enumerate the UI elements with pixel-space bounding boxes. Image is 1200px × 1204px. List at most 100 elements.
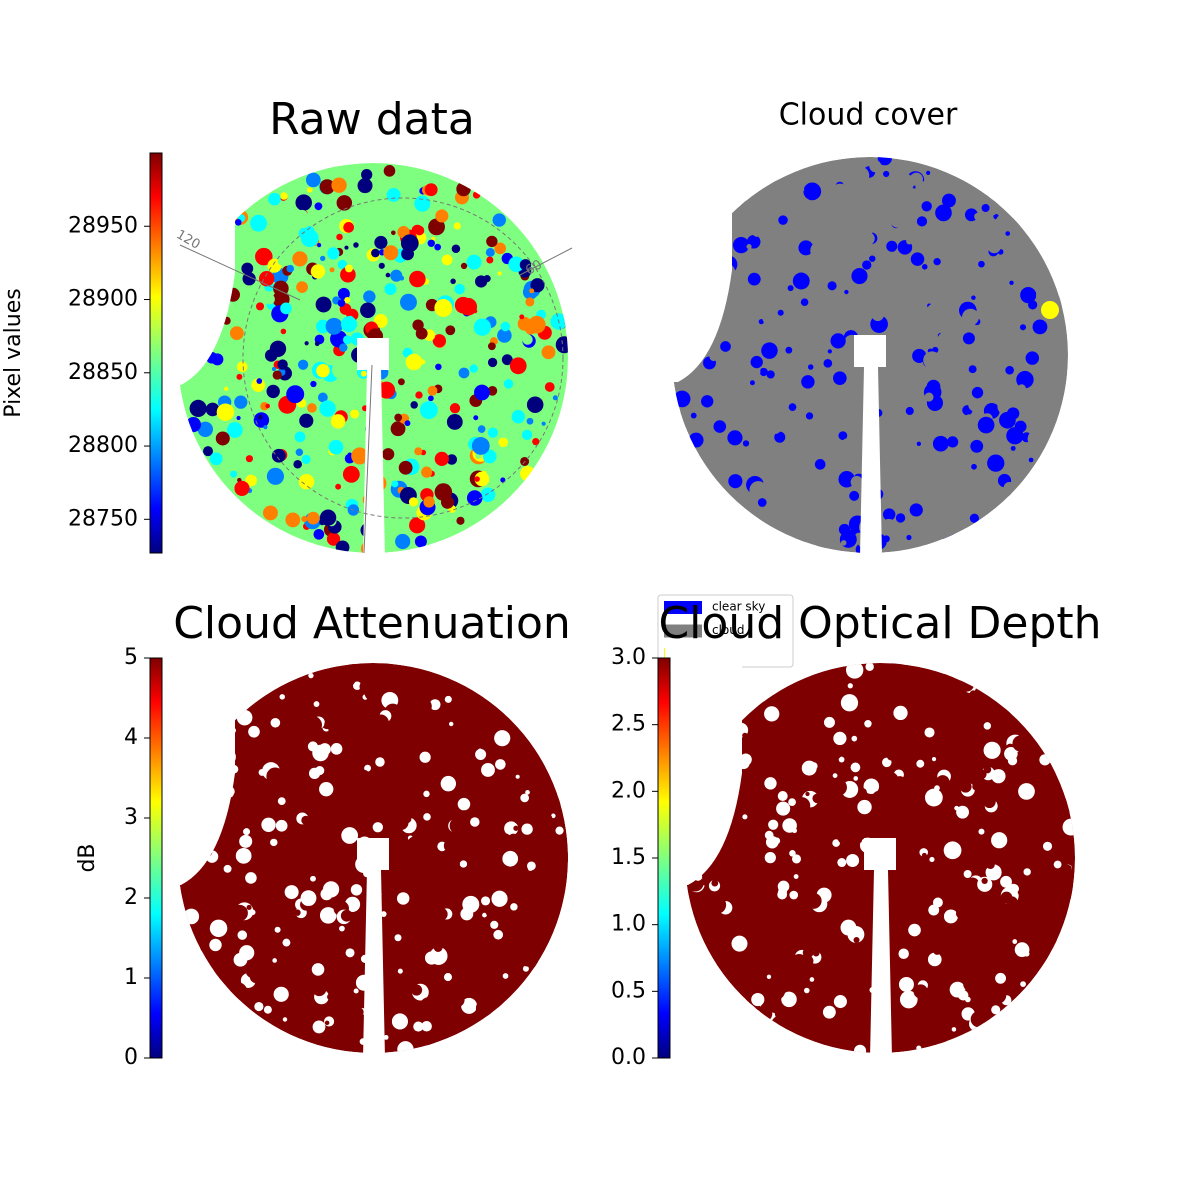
texture-spot [689, 373, 697, 381]
texture-spot [405, 353, 423, 371]
texture-spot [271, 366, 277, 372]
texture-spot [927, 952, 942, 967]
texture-spot [833, 245, 851, 263]
texture-spot [319, 400, 336, 417]
texture-spot [1005, 377, 1015, 388]
texture-spot [280, 192, 288, 200]
texture-spot [731, 915, 740, 924]
texture-spot [328, 439, 344, 455]
texture-spot [822, 1005, 836, 1019]
texture-spot [928, 884, 936, 892]
texture-spot [297, 359, 309, 370]
texture-spot [935, 204, 952, 222]
texture-spot [802, 955, 814, 967]
texture-spot [956, 322, 969, 335]
texture-spot [298, 473, 315, 490]
texture-spot [762, 987, 775, 1001]
texture-spot [798, 1013, 814, 1029]
texture-spot [956, 930, 967, 941]
texture-spot [277, 359, 288, 370]
texture-spot [270, 735, 277, 742]
texture-spot [288, 929, 299, 940]
texture-spot [854, 1044, 867, 1053]
texture-spot [1033, 946, 1051, 965]
texture-spot [869, 160, 882, 173]
texture-spot [475, 999, 493, 1017]
texture-spot [337, 287, 350, 300]
texture-spot [375, 757, 385, 767]
texture-spot [849, 874, 858, 884]
texture-spot [487, 342, 496, 351]
texture-spot [226, 422, 243, 438]
texture-spot [910, 764, 920, 773]
texture-spot [209, 938, 222, 952]
texture-spot [924, 727, 935, 738]
texture-spot [341, 532, 347, 538]
texture-spot [969, 690, 978, 698]
texture-spot [277, 256, 287, 266]
texture-spot [883, 170, 890, 178]
texture-spot [235, 756, 246, 767]
texture-spot [386, 898, 397, 909]
texture-spot [383, 245, 399, 261]
texture-spot [862, 318, 872, 328]
texture-spot [315, 296, 332, 313]
texture-spot [939, 470, 948, 480]
texture-spot [742, 458, 747, 463]
texture-spot [995, 213, 1014, 232]
texture-spot [968, 365, 977, 374]
texture-spot [860, 877, 875, 893]
texture-spot [343, 221, 355, 233]
texture-spot [916, 759, 925, 768]
texture-spot [420, 250, 425, 256]
texture-spot [361, 169, 373, 181]
texture-spot [1046, 936, 1058, 949]
texture-spot [872, 706, 889, 724]
texture-spot [396, 1030, 403, 1036]
texture-spot [324, 1020, 330, 1026]
texture-spot [245, 474, 258, 487]
texture-spot [896, 173, 915, 192]
texture-spot [943, 823, 957, 837]
texture-spot [409, 270, 426, 288]
texture-spot [374, 235, 388, 250]
texture-spot [1000, 875, 1012, 888]
texture-spot [492, 213, 506, 227]
texture-spot [360, 370, 367, 377]
texture-spot [474, 384, 490, 401]
texture-spot [774, 431, 786, 443]
texture-spot [713, 460, 723, 469]
texture-spot [427, 761, 435, 769]
texture-spot [809, 820, 822, 834]
texture-spot [275, 819, 288, 832]
texture-spot [936, 775, 950, 789]
texture-spot [831, 183, 850, 202]
texture-spot [262, 848, 274, 860]
texture-spot [849, 490, 860, 501]
texture-spot [414, 535, 427, 548]
texture-spot [318, 694, 333, 709]
texture-spot [790, 953, 808, 971]
texture-spot [340, 316, 358, 333]
texture-spot [924, 425, 932, 433]
texture-spot [390, 421, 406, 437]
colorbar [149, 657, 163, 1059]
texture-spot [1047, 792, 1055, 800]
texture-spot [459, 874, 470, 886]
texture-spot [799, 214, 817, 233]
texture-spot [409, 517, 426, 534]
texture-spot [945, 734, 956, 744]
texture-spot [470, 817, 480, 827]
texture-spot [280, 952, 285, 957]
texture-spot [355, 712, 363, 719]
texture-spot [506, 754, 515, 764]
texture-spot [827, 281, 837, 291]
texture-spot [788, 843, 797, 852]
texture-spot [895, 513, 906, 523]
texture-spot [243, 753, 259, 769]
texture-spot [403, 757, 422, 776]
texture-spot [959, 182, 964, 187]
texture-spot [472, 191, 481, 199]
texture-spot [991, 832, 1008, 849]
texture-spot [673, 390, 691, 408]
